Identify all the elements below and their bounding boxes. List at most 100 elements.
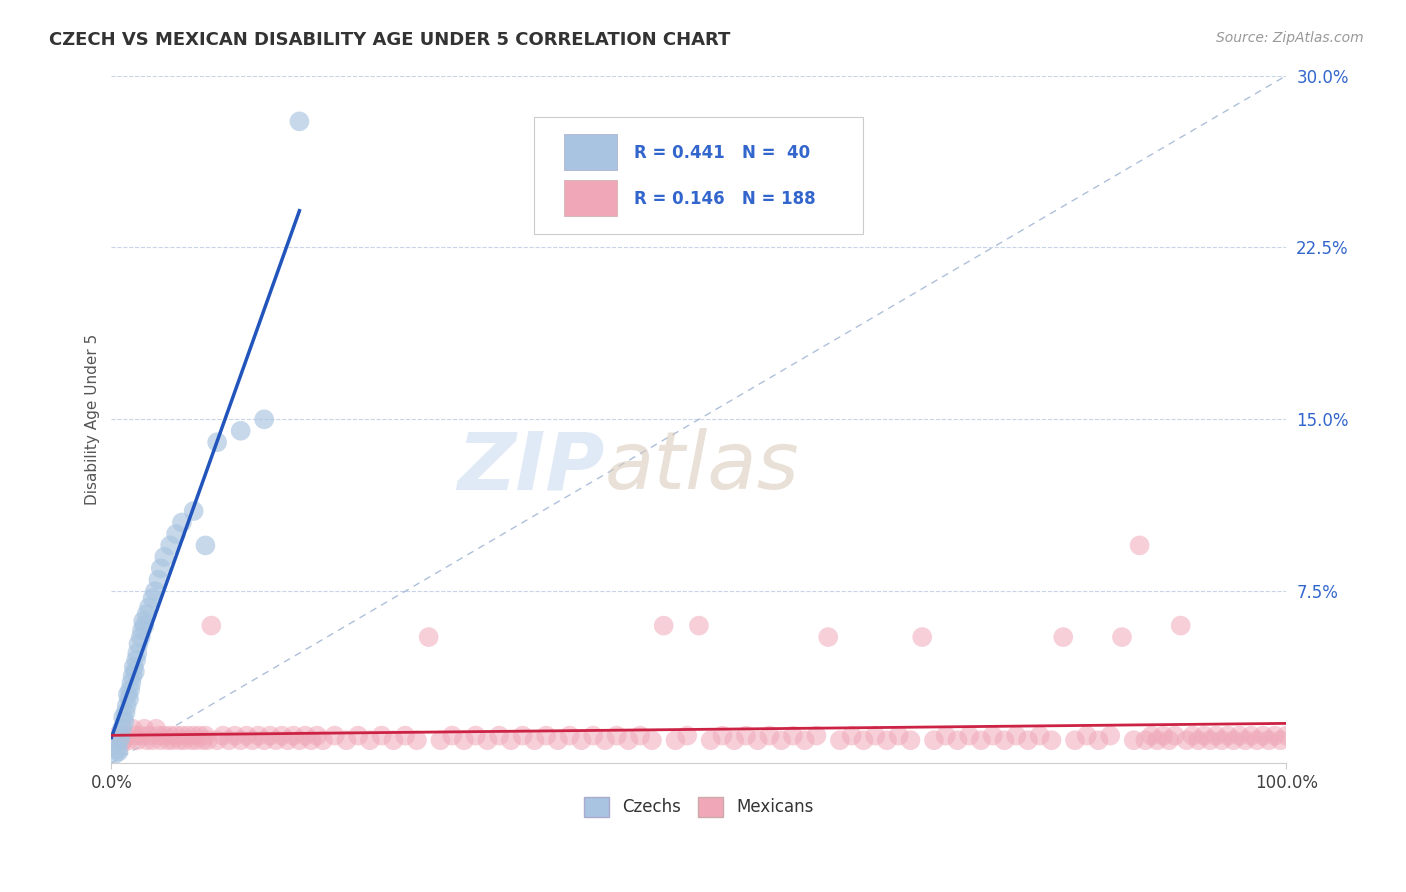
Point	[288, 114, 311, 128]
Point	[194, 538, 217, 552]
Point	[197, 733, 219, 747]
Text: atlas: atlas	[605, 428, 800, 507]
Point	[464, 729, 486, 743]
Point	[935, 729, 957, 743]
Point	[1099, 729, 1122, 743]
Point	[606, 729, 628, 743]
Point	[582, 729, 605, 743]
Point	[122, 660, 145, 674]
Point	[911, 630, 934, 644]
Point	[138, 729, 160, 743]
Point	[134, 618, 156, 632]
Point	[118, 733, 141, 747]
Point	[735, 729, 758, 743]
Point	[188, 729, 211, 743]
Point	[242, 733, 264, 747]
Point	[180, 733, 202, 747]
Point	[110, 729, 132, 743]
Point	[118, 692, 141, 706]
Point	[1264, 729, 1286, 743]
Point	[1129, 538, 1152, 552]
Point	[593, 733, 616, 747]
Point	[134, 722, 156, 736]
Point	[135, 607, 157, 622]
Point	[1040, 733, 1063, 747]
Point	[1076, 729, 1098, 743]
Point	[652, 618, 675, 632]
Point	[1246, 733, 1268, 747]
Point	[141, 591, 163, 606]
Point	[1122, 733, 1144, 747]
Point	[628, 729, 651, 743]
Point	[817, 630, 839, 644]
Point	[1005, 729, 1028, 743]
Point	[104, 747, 127, 761]
Point	[135, 733, 157, 747]
Point	[477, 733, 499, 747]
Point	[194, 729, 217, 743]
Point	[711, 729, 734, 743]
Point	[131, 623, 153, 637]
Point	[828, 733, 851, 747]
Point	[235, 729, 257, 743]
Point	[205, 733, 228, 747]
Point	[117, 687, 139, 701]
Point	[159, 729, 181, 743]
Point	[105, 729, 128, 743]
Point	[1017, 733, 1039, 747]
Point	[305, 729, 328, 743]
Point	[887, 729, 910, 743]
Point	[112, 710, 135, 724]
Point	[224, 729, 246, 743]
Point	[1170, 618, 1192, 632]
Point	[1175, 733, 1198, 747]
Point	[138, 600, 160, 615]
Point	[159, 538, 181, 552]
Text: Source: ZipAtlas.com: Source: ZipAtlas.com	[1216, 31, 1364, 45]
Point	[129, 630, 152, 644]
Point	[299, 733, 322, 747]
Point	[488, 729, 510, 743]
Point	[970, 733, 993, 747]
Point	[512, 729, 534, 743]
Point	[132, 614, 155, 628]
Point	[162, 733, 184, 747]
Point	[571, 733, 593, 747]
Point	[1251, 729, 1274, 743]
Point	[499, 733, 522, 747]
Text: CZECH VS MEXICAN DISABILITY AGE UNDER 5 CORRELATION CHART: CZECH VS MEXICAN DISABILITY AGE UNDER 5 …	[49, 31, 731, 49]
Point	[922, 733, 945, 747]
Point	[370, 729, 392, 743]
FancyBboxPatch shape	[534, 117, 863, 234]
Point	[1028, 729, 1050, 743]
Text: ZIP: ZIP	[457, 428, 605, 507]
Point	[283, 729, 305, 743]
Point	[1234, 733, 1257, 747]
Point	[863, 729, 886, 743]
Point	[277, 733, 299, 747]
Point	[112, 714, 135, 729]
Point	[547, 733, 569, 747]
Point	[664, 733, 686, 747]
Point	[127, 733, 149, 747]
Point	[229, 424, 252, 438]
Point	[699, 733, 721, 747]
Point	[173, 733, 195, 747]
Point	[1087, 733, 1109, 747]
Y-axis label: Disability Age Under 5: Disability Age Under 5	[86, 334, 100, 505]
Point	[1111, 630, 1133, 644]
Point	[782, 729, 804, 743]
Point	[229, 733, 252, 747]
Point	[183, 729, 205, 743]
Point	[270, 729, 292, 743]
Point	[1240, 729, 1263, 743]
Point	[165, 527, 187, 541]
Point	[946, 733, 969, 747]
Point	[1270, 733, 1292, 747]
Point	[770, 733, 793, 747]
Point	[114, 729, 136, 743]
Point	[169, 733, 191, 747]
Point	[841, 729, 863, 743]
Point	[108, 733, 131, 747]
Text: R = 0.441   N =  40: R = 0.441 N = 40	[634, 144, 810, 161]
